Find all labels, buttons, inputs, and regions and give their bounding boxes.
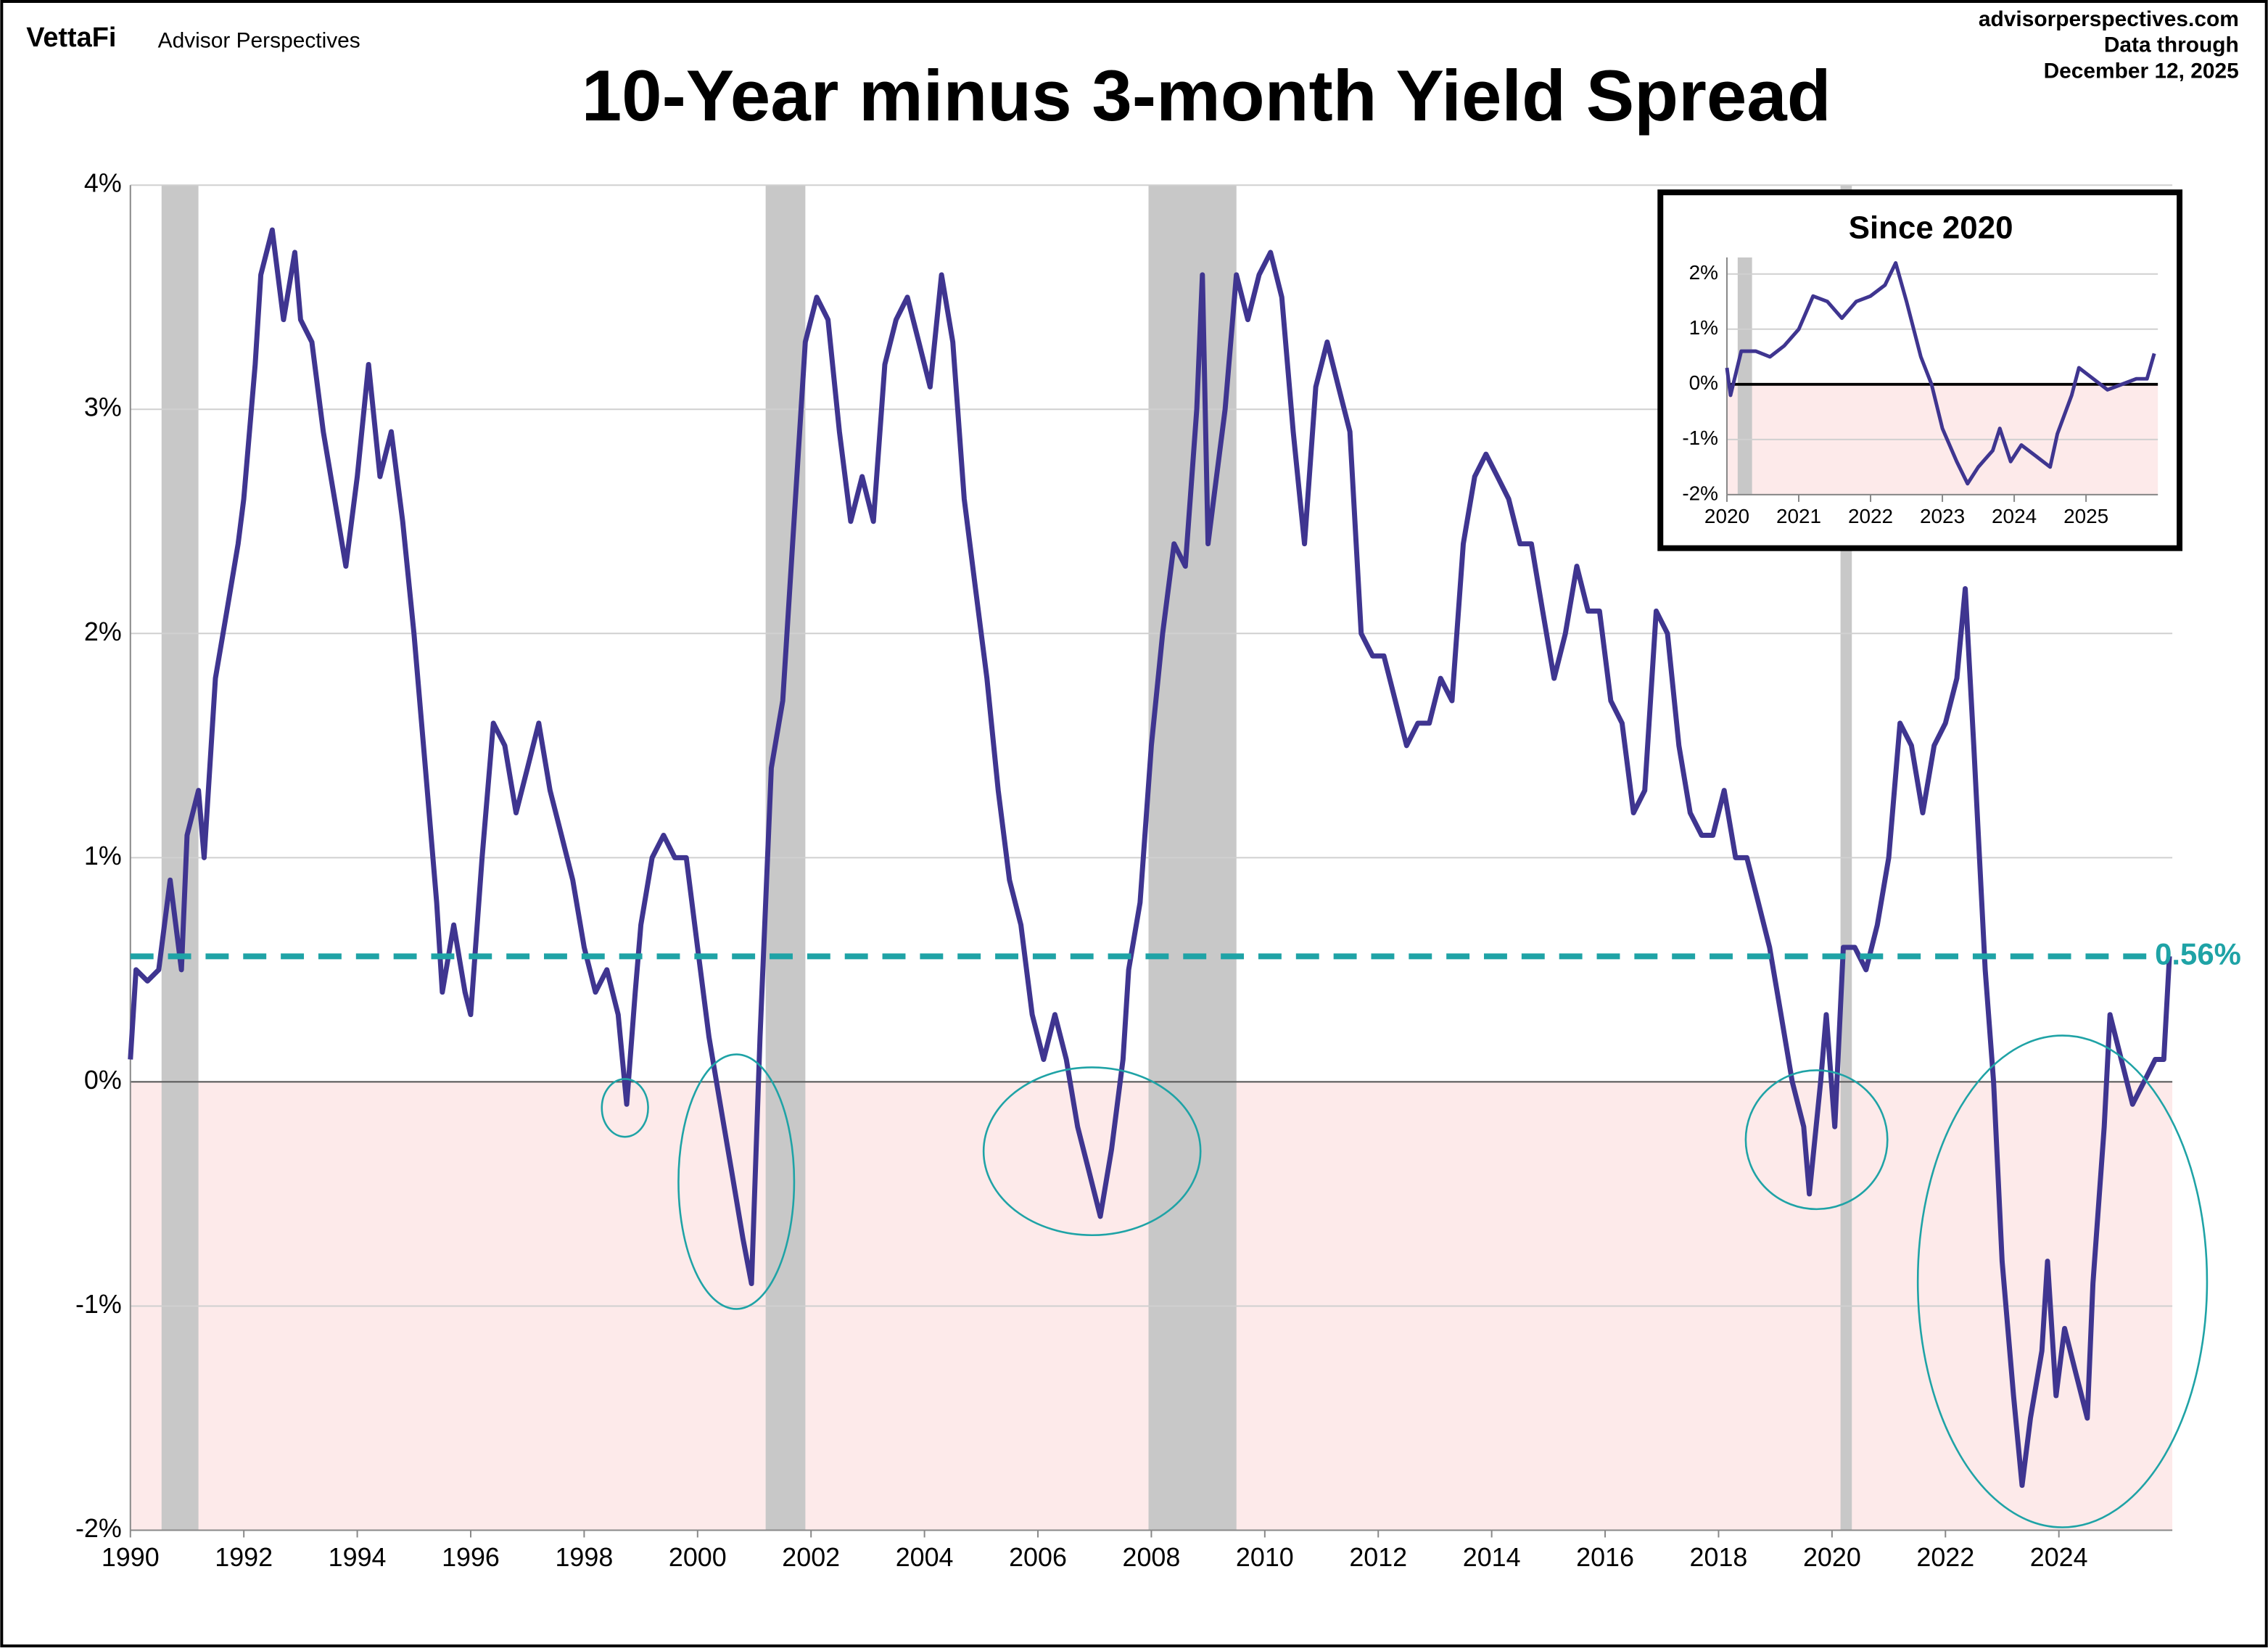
highlight-ellipse [677,1053,796,1310]
x-tick-label: 1996 [442,1543,500,1572]
recession-band [1737,257,1752,495]
x-tick-label: 2022 [1848,505,1893,527]
y-tick-label: 0% [84,1066,122,1095]
x-tick-label: 2012 [1349,1543,1407,1572]
x-tick-label: 2010 [1236,1543,1294,1572]
x-tick-label: 2021 [1776,505,1821,527]
note: Data through [2104,33,2239,57]
y-tick-label: -2% [75,1514,122,1543]
brand: VettaFi [26,22,116,53]
x-tick-label: 2006 [1009,1543,1067,1572]
x-tick-label: 2008 [1123,1543,1181,1572]
x-tick-label: 1990 [102,1543,160,1572]
series-line [1725,260,2156,486]
publisher: Advisor Perspectives [158,29,360,53]
x-tick-label: 2020 [1803,1543,1861,1572]
x-tick-label: 2023 [1920,505,1965,527]
x-tick-label: 1992 [215,1543,273,1572]
highlight-ellipse [982,1066,1202,1237]
site: advisorperspectives.com [1979,7,2239,31]
x-tick-label: 1994 [329,1543,387,1572]
x-tick-label: 2002 [782,1543,840,1572]
reference-label: 0.56% [2155,936,2241,971]
x-tick-label: 2004 [896,1543,954,1572]
x-tick-label: 2018 [1690,1543,1748,1572]
x-tick-label: 2024 [2030,1543,2088,1572]
y-tick-label: 4% [84,169,122,198]
chart-title: 10-Year minus 3-month Yield Spread [582,56,1831,136]
x-tick-label: 2020 [1704,505,1749,527]
x-tick-label: 2000 [669,1543,727,1572]
y-tick-label: 1% [84,841,122,870]
series-line [128,227,2172,1489]
x-tick-label: 2016 [1576,1543,1634,1572]
y-tick-label: 3% [84,393,122,422]
x-tick-label: 2024 [1992,505,2037,527]
x-tick-label: 2014 [1463,1543,1521,1572]
y-tick-label: -2% [1682,482,1718,504]
x-tick-label: 2025 [2063,505,2108,527]
x-tick-label: 1998 [555,1543,613,1572]
date: December 12, 2025 [2044,59,2239,83]
y-tick-label: -1% [1682,427,1718,449]
x-tick-label: 2022 [1916,1543,1974,1572]
y-tick-label: 2% [84,617,122,646]
y-tick-label: -1% [75,1290,122,1319]
y-tick-label: 2% [1689,261,1718,284]
y-tick-label: 0% [1689,371,1718,394]
highlight-ellipse [601,1078,649,1138]
highlight-ellipse [1916,1034,2209,1528]
y-tick-label: 1% [1689,316,1718,339]
highlight-ellipse [1744,1069,1889,1211]
inset-title: Since 2020 [1849,210,2013,246]
